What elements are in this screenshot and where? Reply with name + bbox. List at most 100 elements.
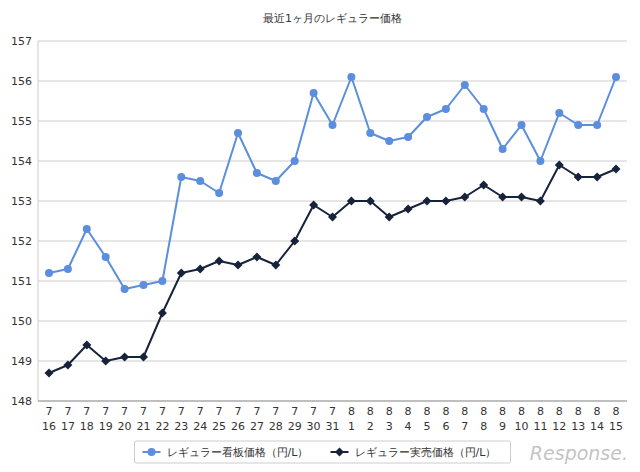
x-tick-label: 728 bbox=[269, 405, 283, 433]
x-tick-label-line: 16 bbox=[42, 420, 56, 433]
x-tick-label: 85 bbox=[424, 405, 431, 433]
x-tick-label-line: 8 bbox=[556, 405, 563, 418]
x-tick-label-line: 7 bbox=[102, 405, 109, 418]
x-tick-label: 88 bbox=[480, 405, 487, 433]
x-tick-label: 83 bbox=[386, 405, 393, 433]
series-point bbox=[101, 357, 110, 366]
x-tick-label: 727 bbox=[250, 405, 264, 433]
x-tick-label-line: 4 bbox=[405, 420, 412, 433]
series-point bbox=[329, 121, 337, 129]
x-tick-label: 810 bbox=[515, 405, 529, 433]
series-point bbox=[460, 193, 469, 202]
series-point bbox=[139, 353, 148, 362]
x-tick-label: 81 bbox=[348, 405, 355, 433]
x-tick-label: 815 bbox=[609, 405, 623, 433]
series-point bbox=[215, 189, 223, 197]
x-tick-label-line: 28 bbox=[269, 420, 283, 433]
series-point bbox=[612, 165, 621, 174]
x-tick-label-line: 8 bbox=[480, 405, 487, 418]
x-tick-label-line: 7 bbox=[121, 405, 128, 418]
x-tick-label-line: 8 bbox=[537, 405, 544, 418]
series-point bbox=[555, 161, 564, 170]
series-point bbox=[120, 353, 129, 362]
series-point bbox=[234, 129, 242, 137]
x-tick-label-line: 12 bbox=[552, 420, 566, 433]
x-tick-label-line: 7 bbox=[197, 405, 204, 418]
series-point bbox=[536, 157, 544, 165]
series-point bbox=[234, 261, 243, 270]
series-point bbox=[366, 129, 374, 137]
x-tick-label: 812 bbox=[552, 405, 566, 433]
x-tick-label-line: 11 bbox=[533, 420, 547, 433]
x-tick-label-line: 7 bbox=[310, 405, 317, 418]
x-tick-label-line: 7 bbox=[64, 405, 71, 418]
series-point bbox=[102, 253, 110, 261]
series-point bbox=[310, 89, 318, 97]
series-point bbox=[404, 133, 412, 141]
series-point bbox=[385, 137, 393, 145]
series-point bbox=[593, 121, 601, 129]
x-tick-label-line: 8 bbox=[367, 405, 374, 418]
x-tick-label: 814 bbox=[590, 405, 604, 433]
series-point bbox=[83, 225, 91, 233]
series-point bbox=[574, 173, 583, 182]
series-point bbox=[612, 73, 620, 81]
x-tick-label: 718 bbox=[80, 405, 94, 433]
x-tick-label-line: 31 bbox=[326, 420, 340, 433]
series-point bbox=[441, 197, 450, 206]
x-tick-label-line: 19 bbox=[99, 420, 113, 433]
legend-swatch-marker bbox=[335, 448, 344, 457]
x-tick-label-line: 8 bbox=[575, 405, 582, 418]
x-tick-label-line: 8 bbox=[386, 405, 393, 418]
grid-line bbox=[38, 81, 627, 82]
series-point bbox=[555, 109, 563, 117]
series-point bbox=[140, 281, 148, 289]
x-tick-label-line: 8 bbox=[613, 405, 620, 418]
legend-label: レギュラー実売価格（円/L） bbox=[355, 446, 497, 459]
series-point bbox=[328, 213, 337, 222]
series-line bbox=[49, 165, 616, 373]
series-point bbox=[196, 265, 205, 274]
series-point bbox=[536, 197, 545, 206]
x-tick-label-line: 8 bbox=[594, 405, 601, 418]
x-tick-label-line: 18 bbox=[80, 420, 94, 433]
series-point bbox=[121, 285, 129, 293]
y-tick-label: 155 bbox=[11, 115, 32, 128]
series-point bbox=[252, 253, 261, 262]
series-point bbox=[385, 213, 394, 222]
series-point bbox=[158, 309, 167, 318]
x-tick-label-line: 8 bbox=[518, 405, 525, 418]
x-tick-label-line: 8 bbox=[461, 405, 468, 418]
x-tick-label-line: 7 bbox=[216, 405, 223, 418]
x-tick-label-line: 8 bbox=[424, 405, 431, 418]
x-tick-label: 84 bbox=[405, 405, 412, 433]
series-point bbox=[593, 173, 602, 182]
series-point bbox=[196, 177, 204, 185]
x-tick-label: 89 bbox=[499, 405, 506, 433]
series-point bbox=[366, 197, 375, 206]
x-tick-label-line: 8 bbox=[499, 405, 506, 418]
x-tick-label-line: 8 bbox=[480, 420, 487, 433]
x-tick-label-line: 15 bbox=[609, 420, 623, 433]
series-point bbox=[461, 81, 469, 89]
grid-line bbox=[38, 241, 627, 242]
x-tick-label-line: 7 bbox=[178, 405, 185, 418]
x-tick-label-line: 7 bbox=[46, 405, 53, 418]
x-tick-label: 811 bbox=[533, 405, 547, 433]
x-tick-label: 725 bbox=[212, 405, 226, 433]
x-tick-label-line: 7 bbox=[329, 405, 336, 418]
series-point bbox=[290, 237, 299, 246]
series-point bbox=[574, 121, 582, 129]
series-point bbox=[404, 205, 413, 214]
series-point bbox=[480, 105, 488, 113]
series-point bbox=[82, 341, 91, 350]
series-point bbox=[499, 145, 507, 153]
x-tick-label-line: 8 bbox=[405, 405, 412, 418]
x-tick-label-line: 3 bbox=[386, 420, 393, 433]
grid-line bbox=[38, 321, 627, 322]
y-axis-line bbox=[38, 41, 39, 401]
x-tick-label-line: 29 bbox=[288, 420, 302, 433]
y-tick-label: 157 bbox=[11, 35, 32, 48]
series-point bbox=[498, 193, 507, 202]
x-tick-label: 87 bbox=[461, 405, 468, 433]
